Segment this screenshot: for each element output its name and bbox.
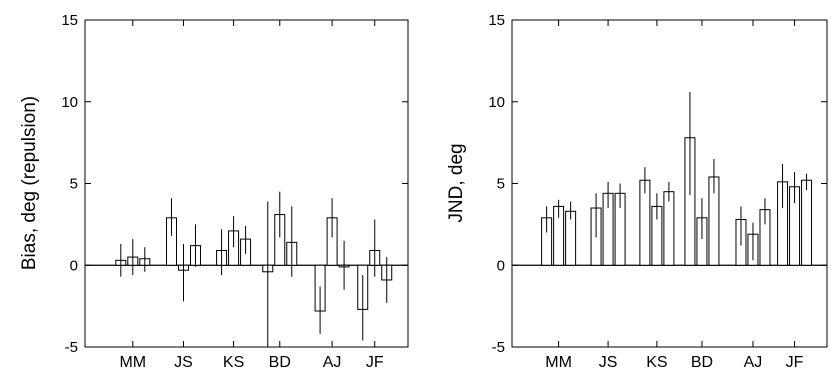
y-tick-label: 10: [488, 94, 505, 111]
x-tick-label: BD: [269, 354, 291, 371]
chart-jnd: -5 0 5 10 15 JND, deg MM JS KS BD AJ JF: [446, 12, 828, 371]
x-tick-label: MM: [119, 354, 146, 371]
y-tick-label: 0: [70, 257, 78, 274]
y-tick-label: 5: [70, 176, 78, 193]
y-tick-label: -5: [492, 339, 505, 356]
y-tick-label: 5: [497, 176, 505, 193]
x-tick-label: JS: [174, 354, 193, 371]
y-tick-label: 10: [61, 94, 78, 111]
bar: [801, 179, 813, 266]
x-tick-label: MM: [545, 354, 572, 371]
y-tick-label: 15: [488, 12, 505, 29]
y-tick-label: 0: [497, 257, 505, 274]
x-tick-label: KS: [223, 354, 244, 371]
chart-bias: -5 0 5 10 15 Bias, deg (repulsion) MM JS KS BD AJ J…: [19, 12, 409, 371]
x-tick-label: AJ: [323, 354, 342, 371]
y-tick-label: 15: [61, 12, 78, 29]
x-tick-label: JF: [786, 354, 804, 371]
x-tick-label: AJ: [744, 354, 763, 371]
x-tick-label: KS: [646, 354, 667, 371]
y-axis-label: JND, deg: [446, 143, 467, 222]
x-tick-label: JF: [366, 354, 384, 371]
y-axis-label: Bias, deg (repulsion): [19, 96, 40, 270]
y-tick-label: -5: [65, 339, 78, 356]
bar: [663, 191, 675, 266]
x-tick-label: JS: [599, 354, 618, 371]
x-tick-label: BD: [691, 354, 713, 371]
